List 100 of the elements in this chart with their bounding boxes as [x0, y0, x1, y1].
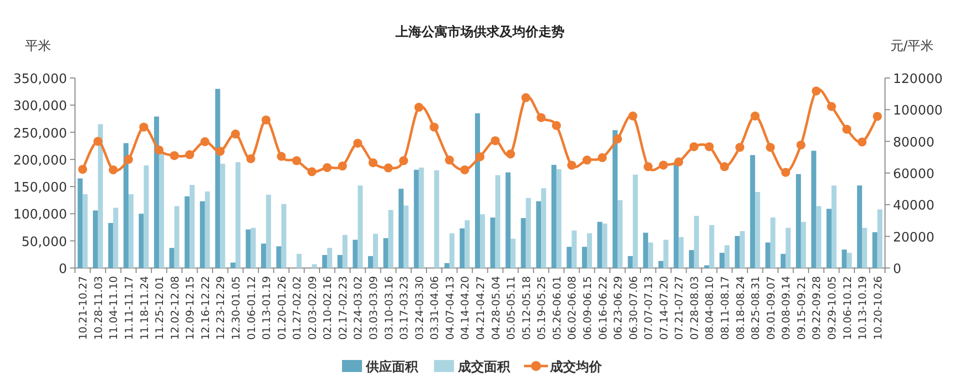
- bar: [551, 164, 556, 268]
- x-tick-label: 11.04-11.10: [108, 276, 120, 340]
- point: [567, 160, 576, 170]
- x-tick-label: 07.14-07.20: [658, 276, 670, 340]
- x-tick-label: 10.13-10.19: [857, 276, 870, 340]
- point: [842, 124, 852, 134]
- bar: [414, 170, 419, 268]
- y2-tick-label: 120000: [893, 72, 943, 87]
- x-tick-label: 12.02-12.08: [169, 276, 182, 340]
- x-tick-label: 02.03-02.09: [306, 276, 319, 340]
- bar: [296, 254, 302, 268]
- bar: [643, 232, 648, 268]
- x-tick-label: 03.24-03.30: [414, 276, 426, 340]
- bar: [261, 244, 266, 268]
- x-tick-label: 08.18-08.24: [734, 276, 747, 340]
- x-tick-label: 01.06-01.12: [246, 276, 258, 340]
- bar: [480, 214, 485, 268]
- bar: [475, 113, 480, 268]
- point: [644, 162, 653, 172]
- bar: [154, 116, 160, 268]
- bar: [800, 222, 806, 268]
- bar: [842, 250, 847, 268]
- bar: [108, 222, 114, 268]
- bar: [526, 198, 531, 268]
- bar: [434, 170, 440, 268]
- bar: [506, 172, 511, 268]
- x-tick-label: 12.16-12.22: [200, 276, 212, 340]
- y-axis-title: 平米: [25, 39, 51, 54]
- x-tick-label: 07.21-07.27: [674, 276, 686, 340]
- x-tick-label: 09.01-09.07: [765, 276, 778, 340]
- x-tick-label: 09.22-09.28: [811, 276, 824, 340]
- point: [750, 112, 760, 120]
- x-tick-label: 09.08-09.14: [780, 276, 793, 340]
- point: [766, 142, 775, 152]
- point: [170, 151, 179, 160]
- bar: [368, 256, 374, 268]
- bar: [235, 162, 240, 268]
- point: [689, 142, 698, 152]
- legend-label: 成交均价: [549, 359, 603, 375]
- bar: [688, 250, 694, 268]
- bar: [327, 248, 332, 268]
- x-tick-label: 10.06-10.12: [842, 276, 854, 340]
- point: [430, 122, 439, 132]
- bar: [566, 246, 572, 268]
- point: [812, 86, 821, 96]
- x-tick-label: 02.17-02.23: [337, 276, 350, 340]
- bar: [811, 150, 816, 268]
- x-tick-label: 06.02-06.08: [566, 276, 579, 340]
- legend-label: 供应面积: [365, 359, 419, 375]
- point: [399, 156, 408, 166]
- point: [796, 140, 806, 150]
- x-tick-label: 07.07-07.13: [643, 276, 656, 340]
- point: [628, 112, 638, 120]
- x-tick-label: 06.23-06.29: [612, 276, 625, 340]
- bar: [404, 206, 409, 268]
- x-tick-label: 03.10-03.16: [383, 276, 396, 340]
- point: [307, 167, 316, 176]
- bar: [510, 238, 516, 268]
- point: [200, 137, 210, 146]
- bar: [312, 264, 317, 268]
- y-tick-label: 0: [58, 262, 67, 277]
- bar: [816, 206, 822, 268]
- x-tick-label: 08.25-08.31: [750, 276, 762, 340]
- bar: [582, 246, 587, 268]
- bar: [536, 201, 542, 268]
- point: [536, 113, 546, 122]
- x-tick-label: 04.07-04.13: [444, 276, 456, 340]
- bar: [460, 228, 465, 268]
- bar: [597, 222, 602, 268]
- bar: [877, 209, 882, 268]
- y2-tick-label: 0: [893, 262, 902, 277]
- x-tick-label: 02.24-03.02: [352, 276, 365, 340]
- x-tick-label: 03.17-03.23: [398, 276, 411, 340]
- point: [353, 138, 362, 148]
- point: [185, 150, 194, 160]
- bar: [862, 228, 868, 268]
- bar: [418, 168, 424, 268]
- y-tick-label: 50,000: [22, 234, 67, 250]
- y2-tick-label: 100000: [893, 104, 943, 119]
- x-tick-label: 04.14-04.20: [460, 276, 472, 340]
- x-tick-label: 05.19-05.25: [536, 276, 548, 340]
- bar: [704, 265, 710, 268]
- x-tick-label: 08.11-08.17: [720, 276, 732, 340]
- y2-axis-title: 元/平米: [890, 39, 934, 54]
- bar: [628, 256, 633, 268]
- bar: [281, 204, 286, 268]
- bar: [556, 169, 562, 268]
- bar: [322, 254, 328, 268]
- point: [674, 157, 684, 166]
- point: [230, 130, 240, 139]
- x-tick-label: 05.05-05.11: [506, 276, 518, 340]
- point: [246, 154, 256, 164]
- point: [613, 134, 622, 144]
- bar: [632, 174, 638, 268]
- x-tick-label: 01.13-01.19: [261, 276, 274, 340]
- x-tick-label: 03.31-04.06: [429, 276, 442, 340]
- bar: [220, 164, 226, 268]
- point: [506, 150, 516, 158]
- bar: [190, 184, 195, 268]
- point: [124, 154, 133, 164]
